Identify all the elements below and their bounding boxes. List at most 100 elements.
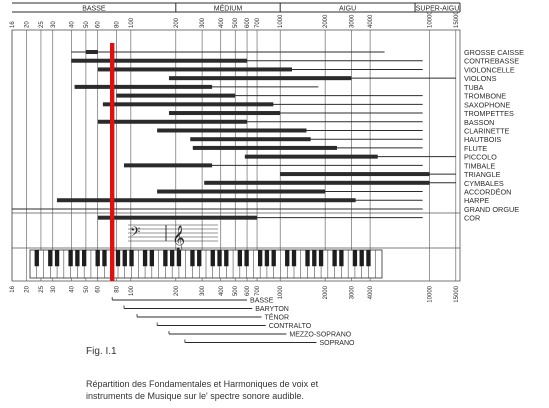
bottom-tick-label-19: 10000 [428, 285, 434, 302]
voice-label-3: CONTRALTO [269, 323, 312, 330]
black-key [190, 250, 194, 266]
top-tick-label-20: 15000 [454, 11, 460, 28]
black-key [82, 250, 86, 266]
fundamental-bar-12 [245, 155, 378, 159]
bottom-tick-label-9: 200 [174, 285, 180, 296]
black-key [197, 250, 201, 266]
bottom-tick-label-12: 500 [233, 285, 239, 296]
black-key [177, 250, 181, 266]
black-key [292, 250, 296, 266]
bass-clef-icon: 𝄢 [130, 224, 140, 243]
black-key [150, 250, 154, 266]
instrument-label-19: COR [464, 214, 480, 223]
top-tick-label-11: 400 [219, 17, 225, 28]
instrument-label-2: VIOLONCELLE [464, 65, 515, 74]
instrument-label-8: BASSON [464, 118, 494, 127]
fundamental-bar-19 [98, 216, 257, 220]
voice-label-4: MEZZO-SOPRANO [289, 332, 351, 339]
instrument-label-16: ACCORDÉON [464, 188, 511, 197]
black-key [285, 250, 289, 266]
instrument-label-3: VIOLONS [464, 74, 497, 83]
bottom-tick-label-4: 40 [69, 285, 75, 292]
fundamental-bar-9 [157, 128, 306, 132]
black-key [272, 250, 276, 266]
top-tick-label-15: 1000 [278, 14, 284, 28]
top-tick-label-8: 100 [129, 17, 135, 28]
treble-clef-icon: 𝄞 [172, 225, 185, 251]
instrument-label-9: CLARINETTE [464, 126, 510, 135]
top-tick-label-19: 10000 [428, 11, 434, 28]
register-label-3: SUPER-AIGU [416, 6, 460, 13]
black-key [258, 250, 262, 266]
black-key [102, 250, 106, 266]
black-key [265, 250, 269, 266]
black-key [123, 250, 127, 266]
instrument-label-1: CONTREBASSE [464, 57, 519, 66]
fundamental-bar-14 [280, 172, 429, 176]
highlight-band [110, 43, 114, 281]
bottom-tick-label-5: 50 [84, 285, 90, 292]
bottom-tick-label-1: 20 [24, 285, 30, 292]
fundamental-bar-15 [204, 181, 429, 185]
black-key [360, 250, 364, 266]
black-key [238, 250, 242, 266]
instrument-label-12: PICCOLO [464, 153, 497, 162]
black-key [68, 250, 72, 266]
black-key [244, 250, 248, 266]
bottom-tick-label-7: 80 [114, 285, 120, 292]
fundamental-bar-16 [157, 190, 325, 194]
black-key [339, 250, 343, 266]
black-key [48, 250, 52, 266]
bottom-tick-label-6: 60 [96, 285, 102, 292]
instrument-label-13: TIMBALE [464, 161, 495, 170]
voice-label-2: TÉNOR [265, 313, 290, 322]
caption-line-2: instruments de Musique sur le' spectre s… [86, 390, 304, 402]
fundamental-bar-4 [75, 85, 213, 89]
black-key [366, 250, 370, 266]
black-key [332, 250, 336, 266]
bottom-tick-label-18: 4000 [368, 285, 374, 299]
fundamental-bar-17 [57, 198, 356, 202]
fundamental-bar-5 [116, 94, 235, 98]
bottom-tick-label-15: 1000 [278, 285, 284, 299]
bottom-tick-label-10: 300 [200, 285, 206, 296]
instrument-label-17: HARPE [464, 196, 489, 205]
fundamental-bar-6 [103, 102, 273, 106]
instrument-label-11: FLUTE [464, 144, 487, 153]
voice-label-0: BASSE [250, 298, 274, 305]
top-tick-label-18: 4000 [368, 14, 374, 28]
instrument-label-4: TUBA [464, 83, 484, 92]
bottom-tick-label-20: 15000 [454, 285, 460, 302]
top-tick-label-5: 50 [84, 21, 90, 28]
bottom-tick-label-11: 400 [219, 285, 225, 296]
black-key [129, 250, 133, 266]
fundamental-bar-10 [190, 137, 310, 141]
register-label-1: MÉDIUM [214, 4, 243, 13]
instrument-label-15: CYMBALES [464, 179, 504, 188]
black-key [305, 250, 309, 266]
top-tick-label-7: 80 [114, 21, 120, 28]
black-key [312, 250, 316, 266]
black-key [96, 250, 100, 266]
top-tick-label-13: 600 [245, 17, 251, 28]
top-tick-label-14: 700 [255, 17, 261, 28]
register-label-0: BASSE [82, 6, 106, 13]
instrument-label-14: TRIANGLE [464, 170, 501, 179]
fundamental-bar-13 [124, 163, 212, 167]
fundamental-bar-11 [193, 146, 337, 150]
fundamental-bar-7 [169, 111, 280, 115]
black-key [55, 250, 59, 266]
fundamental-bar-2 [98, 67, 292, 71]
top-tick-label-9: 200 [174, 17, 180, 28]
top-tick-label-10: 300 [200, 17, 206, 28]
fundamental-bar-0 [86, 50, 98, 54]
fundamental-bar-1 [71, 59, 247, 63]
fundamental-bar-3 [169, 76, 351, 80]
top-tick-label-1: 20 [24, 21, 30, 28]
black-key [163, 250, 167, 266]
voice-label-1: BARYTON [255, 306, 289, 313]
top-tick-label-12: 500 [233, 17, 239, 28]
black-key [224, 250, 228, 266]
bottom-tick-label-16: 2000 [323, 285, 329, 299]
